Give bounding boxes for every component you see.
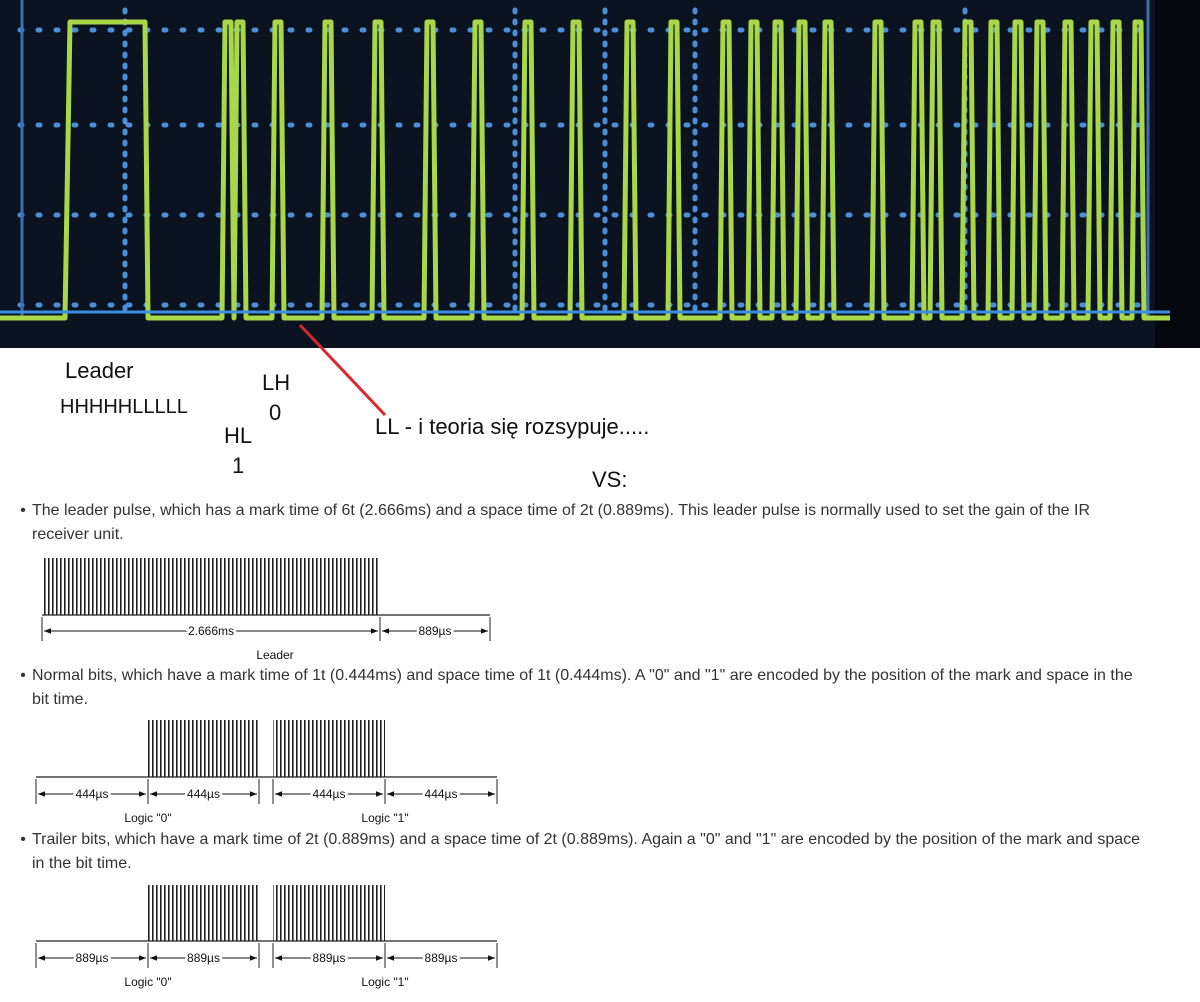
- annotation: HL: [224, 423, 253, 448]
- carrier-burst: [148, 885, 259, 941]
- bullet-item: • The leader pulse, which has a mark time…: [14, 499, 1144, 547]
- diagram-caption: Logic "0": [124, 811, 171, 825]
- dimension-label: 889µs: [419, 624, 452, 638]
- bezel: [1155, 0, 1200, 348]
- dimension-label: 2.666ms: [188, 624, 234, 638]
- dimension-label: 889µs: [313, 951, 346, 965]
- carrier-burst: [273, 720, 385, 777]
- dimension-label: 889µs: [425, 951, 458, 965]
- annotation: HHHHHLLLLL: [60, 396, 188, 418]
- bullet-text: Normal bits, which have a mark time of 1…: [32, 667, 1133, 708]
- annotation: VS:: [592, 467, 628, 492]
- dimension-label: 444µs: [76, 787, 109, 801]
- diagram-caption: Logic "1": [361, 811, 408, 825]
- diagram-caption: Leader: [256, 648, 293, 662]
- carrier-burst: [42, 558, 380, 615]
- dimension-label: 889µs: [187, 951, 220, 965]
- diagram-caption: Logic "1": [361, 975, 408, 989]
- pointer-layer: [298, 323, 387, 417]
- oscilloscope-photo: [0, 0, 1200, 348]
- dimension-label: 444µs: [187, 787, 220, 801]
- bullet-text: Trailer bits, which have a mark time of …: [32, 831, 1141, 872]
- grid: [17, 0, 1153, 320]
- dimension-label: 889µs: [76, 951, 109, 965]
- dimension-label: 444µs: [313, 787, 346, 801]
- dimension-label: 444µs: [425, 787, 458, 801]
- bullet-item: • Trailer bits, which have a mark time of…: [14, 828, 1144, 876]
- carrier-burst: [148, 720, 259, 777]
- annotation: LL - i teoria się rozsypuje.....: [375, 414, 650, 439]
- carrier-burst: [273, 885, 385, 941]
- annotation: 0: [269, 400, 282, 425]
- bullet-text: The leader pulse, which has a mark time …: [32, 502, 1091, 543]
- waveform: [0, 19, 1170, 321]
- diagram-caption: Logic "0": [124, 975, 171, 989]
- bullet-item: • Normal bits, which have a mark time of …: [14, 664, 1144, 712]
- annotation: 1: [232, 453, 245, 478]
- annotation: LH: [262, 370, 291, 395]
- annotation: Leader: [65, 358, 134, 383]
- pointer-line: [298, 323, 387, 417]
